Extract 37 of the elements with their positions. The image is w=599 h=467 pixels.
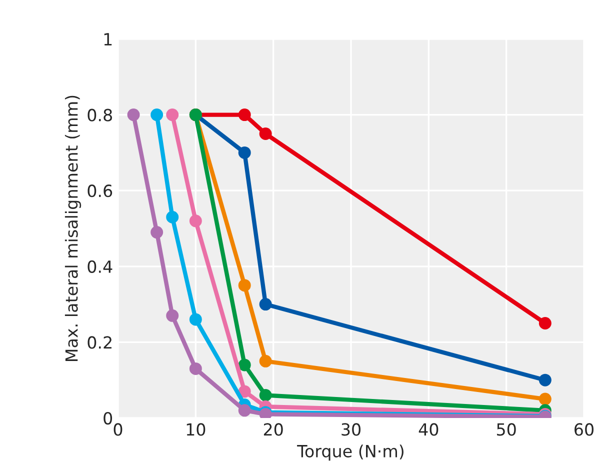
x-tick-label: 10 bbox=[186, 423, 206, 436]
x-tick-label: 50 bbox=[497, 423, 516, 436]
point bbox=[189, 313, 202, 326]
y-tick-label: 0 bbox=[104, 412, 112, 425]
x-axis-title: Torque (N·m) bbox=[297, 444, 404, 461]
point bbox=[238, 404, 251, 417]
point bbox=[189, 214, 202, 228]
point bbox=[259, 354, 272, 368]
point bbox=[238, 108, 251, 122]
y-tick-label: 0.2 bbox=[88, 336, 112, 349]
point bbox=[166, 108, 179, 122]
point bbox=[538, 374, 552, 386]
point bbox=[127, 108, 140, 122]
point bbox=[259, 389, 272, 402]
x-tick-label: 60 bbox=[574, 423, 594, 436]
point bbox=[189, 362, 202, 375]
point bbox=[238, 279, 251, 292]
point bbox=[538, 317, 552, 330]
y-tick-label: 0.6 bbox=[88, 184, 112, 198]
point bbox=[238, 385, 251, 398]
x-tick-label: 40 bbox=[418, 423, 438, 436]
y-axis-title: Max. lateral misalignment (mm) bbox=[64, 96, 82, 361]
point bbox=[259, 298, 272, 311]
point bbox=[259, 128, 272, 140]
point bbox=[166, 210, 179, 224]
x-tick-label: 30 bbox=[342, 423, 360, 436]
x-tick-label: 20 bbox=[264, 423, 283, 436]
point bbox=[238, 146, 251, 159]
point bbox=[238, 358, 251, 372]
point bbox=[150, 108, 164, 122]
point bbox=[166, 309, 179, 322]
x-tick-label: 0 bbox=[114, 423, 122, 436]
y-tick-label: 1 bbox=[104, 33, 112, 46]
point bbox=[538, 392, 552, 406]
y-tick-label: 0.4 bbox=[88, 260, 112, 273]
point bbox=[150, 226, 164, 239]
y-tick-label: 0.8 bbox=[88, 108, 112, 122]
